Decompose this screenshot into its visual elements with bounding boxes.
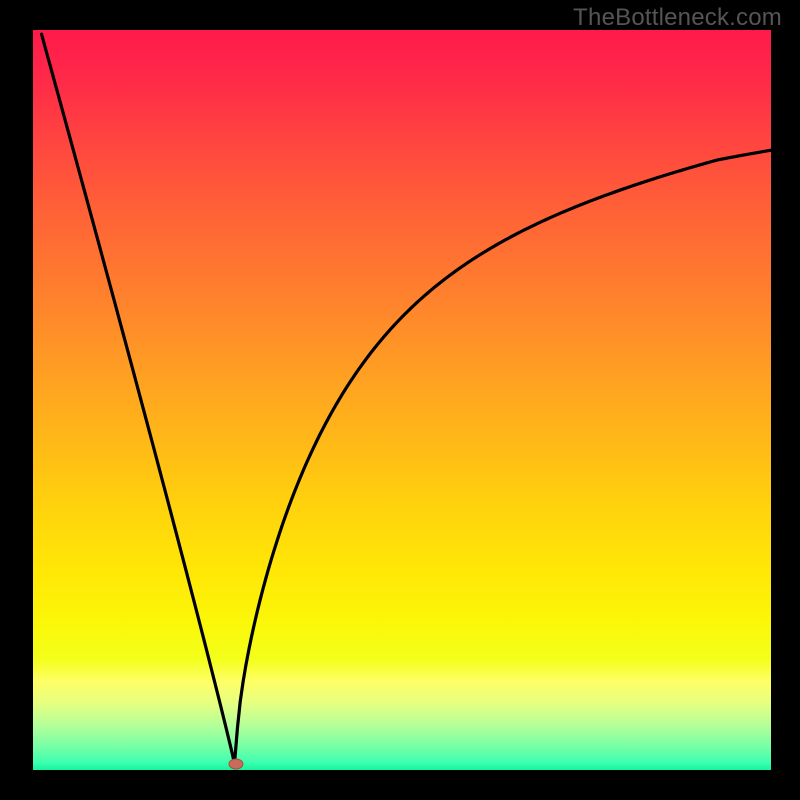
trough-marker [229,759,243,769]
chart-svg [33,30,771,770]
chart-frame: TheBottleneck.com [0,0,800,800]
watermark-text: TheBottleneck.com [573,4,782,32]
plot-area [33,30,771,770]
gradient-background [33,30,771,770]
